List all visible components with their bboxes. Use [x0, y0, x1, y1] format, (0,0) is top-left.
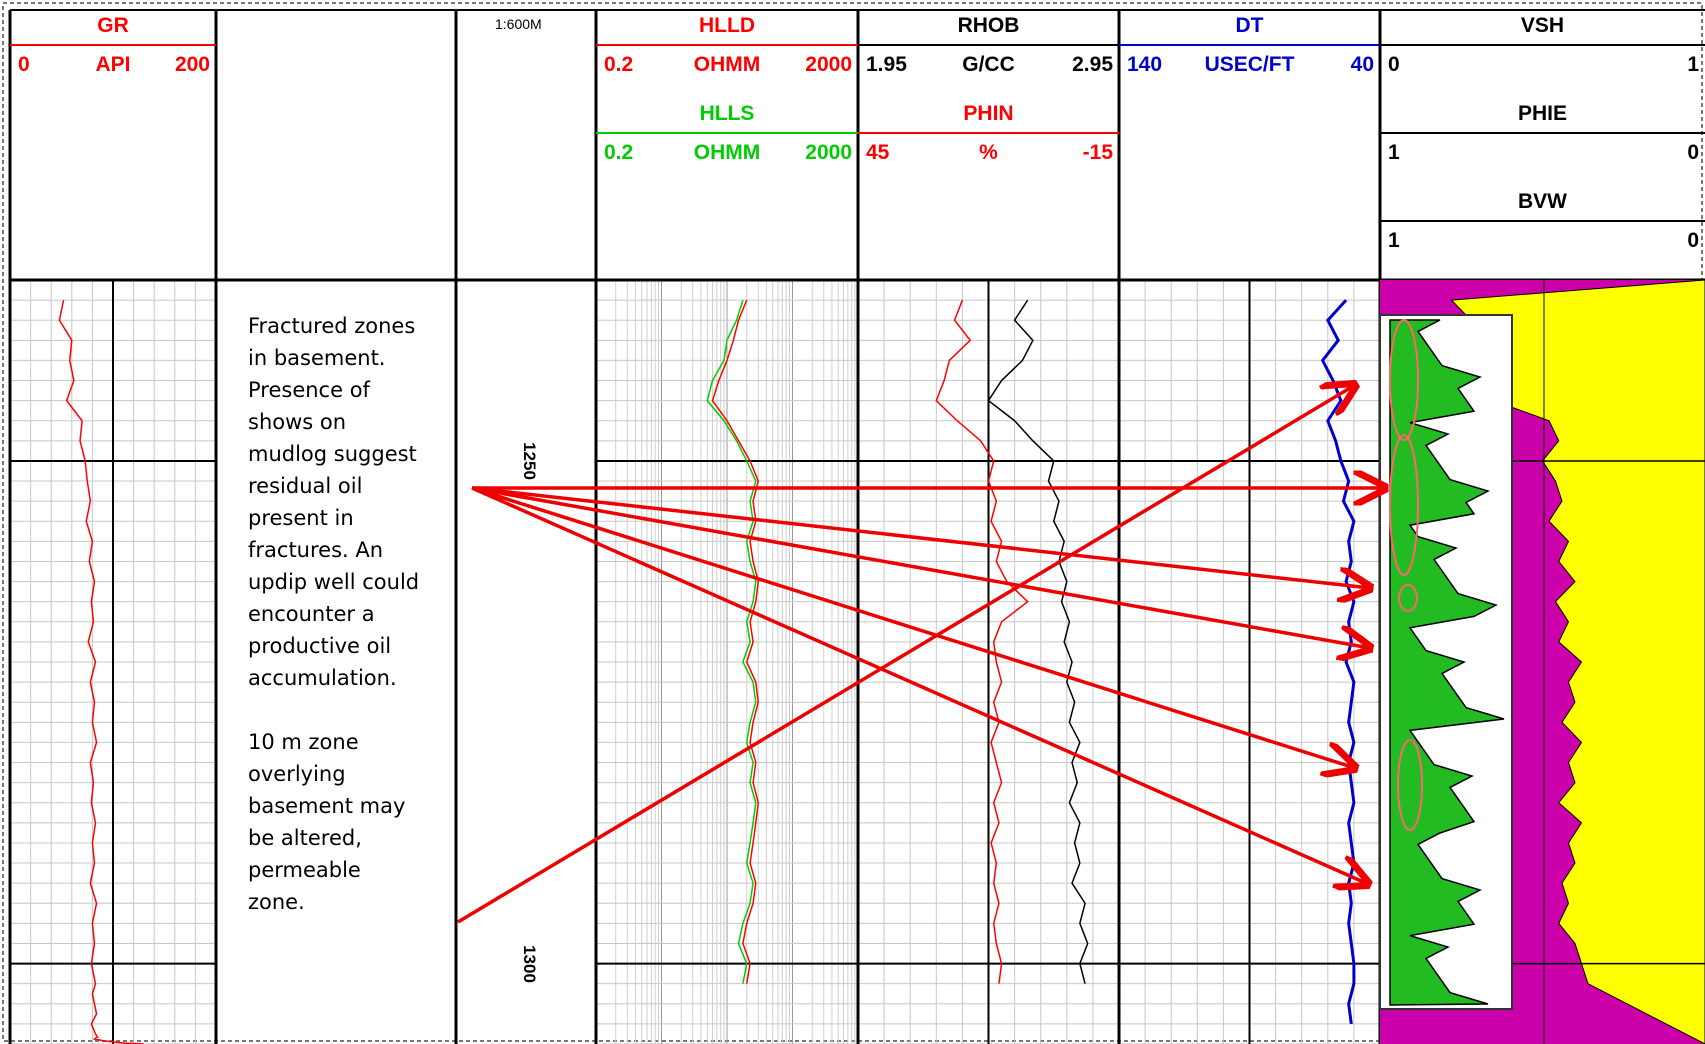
annotation-paragraph-1: Fractured zones in basement. Presence of… — [248, 314, 420, 690]
scale-right-value: 1 — [1687, 53, 1699, 76]
scale-right-value: 2000 — [805, 53, 852, 76]
scale-unit: USEC/FT — [1204, 53, 1295, 76]
inset-highlight-ellipse — [1398, 584, 1418, 612]
scale-left-value: 0.2 — [604, 141, 634, 164]
annotation-arrow — [471, 486, 1370, 648]
scale-right-value: 200 — [174, 53, 210, 76]
scale-left-value: 0 — [1388, 53, 1400, 76]
scale-unit: G/CC — [962, 53, 1015, 76]
curve-name: PHIN — [963, 102, 1014, 125]
phin-curve — [935, 299, 1029, 984]
scale-left-value: 1 — [1388, 141, 1400, 164]
scale-unit: % — [979, 141, 998, 164]
gr-curve — [58, 299, 144, 1044]
scale-left-value: 1 — [1388, 229, 1400, 252]
curve-name: PHIE — [1517, 102, 1568, 125]
scale-right-value: 0 — [1687, 141, 1699, 164]
scale-right-value: 0 — [1687, 229, 1699, 252]
scale-right-value: -15 — [1082, 141, 1113, 164]
annotation-arrow — [471, 486, 1370, 588]
scale-left-value: 0 — [18, 53, 30, 76]
scale-unit: OHMM — [693, 53, 761, 76]
curve-name: RHOB — [957, 14, 1020, 37]
scale-right-value: 2.95 — [1072, 53, 1113, 76]
scale-unit: API — [95, 53, 131, 76]
annotation-arrow — [471, 486, 1368, 884]
curve-name: GR — [97, 14, 129, 37]
scale-left-value: 0.2 — [604, 53, 634, 76]
curve-name: VSH — [1520, 14, 1565, 37]
hlls-curve — [706, 299, 757, 984]
inset-highlight-ellipse — [1389, 319, 1419, 441]
hlld-curve — [711, 299, 760, 984]
scale-left-value: 140 — [1127, 53, 1163, 76]
scale-left-value: 45 — [866, 141, 890, 164]
inset-highlight-ellipse — [1389, 434, 1419, 576]
scale-left-value: 1.95 — [866, 53, 907, 76]
annotation-paragraph-2: 10 m zone overlying basement may be alte… — [248, 730, 406, 914]
scale-label: 1:600M — [495, 16, 542, 32]
depth-label: 1250 — [519, 442, 539, 480]
rhob-curve — [987, 299, 1089, 984]
curve-name: BVW — [1518, 190, 1567, 213]
annotation-arrow — [457, 385, 1355, 924]
depth-label: 1300 — [519, 944, 539, 983]
curve-name: HLLD — [699, 14, 755, 37]
inset-highlight-ellipse — [1397, 739, 1423, 831]
scale-unit: OHMM — [693, 141, 761, 164]
curve-name: HLLS — [699, 102, 755, 125]
scale-right-value: 40 — [1350, 53, 1374, 76]
curve-name: DT — [1235, 14, 1264, 37]
annotation-arrow — [471, 486, 1355, 768]
scale-right-value: 2000 — [805, 141, 852, 164]
annotation-text: Fractured zones in basement. Presence of… — [248, 310, 423, 950]
